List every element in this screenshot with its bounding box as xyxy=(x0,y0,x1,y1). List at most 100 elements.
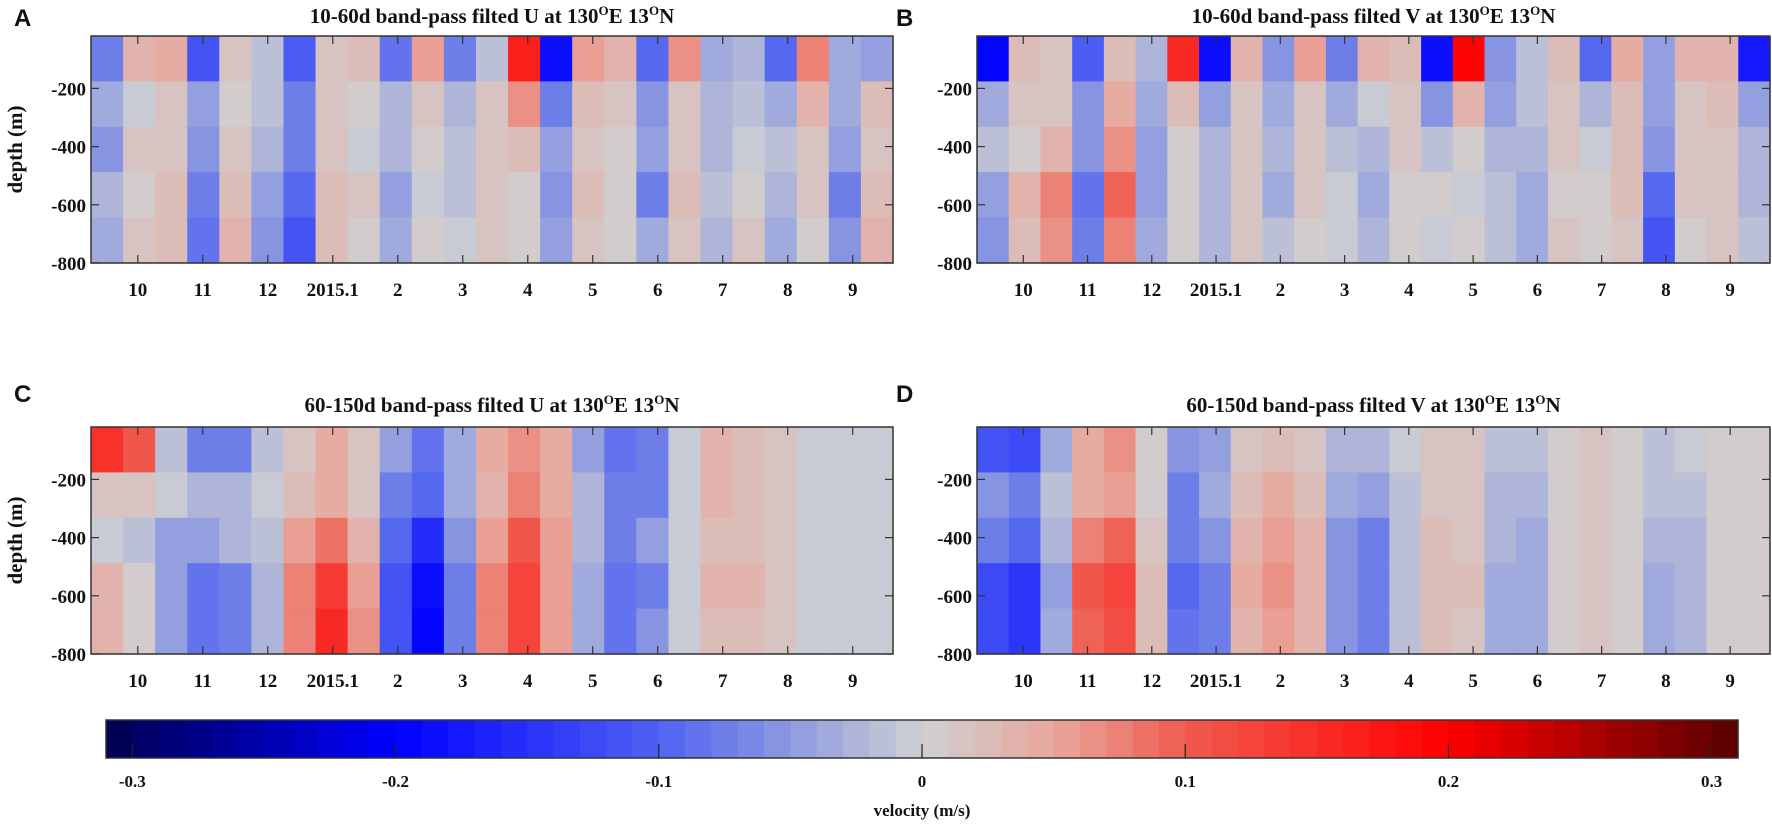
heatmap-cell xyxy=(411,172,445,219)
heatmap-cell xyxy=(572,563,605,610)
heatmap-cell xyxy=(155,126,188,173)
panel-d: D 60-150d band-pass filted V at 130OE 13O… xyxy=(896,381,1771,692)
heatmap-cell xyxy=(1421,217,1454,264)
colorbar-band xyxy=(948,720,976,758)
heatmap-cell xyxy=(1611,217,1644,264)
heatmap-cell xyxy=(1452,608,1486,655)
heatmap-cell xyxy=(219,427,252,473)
heatmap-cell xyxy=(1706,217,1739,264)
x-tick-label: 8 xyxy=(1661,671,1671,692)
heatmap-cell xyxy=(1484,427,1517,473)
heatmap-cell xyxy=(668,608,702,655)
colorbar-band xyxy=(1158,720,1186,758)
heatmap-cell xyxy=(636,517,670,564)
x-tick-label: 8 xyxy=(783,671,793,692)
heatmap-cell xyxy=(540,36,573,82)
heatmap-cell xyxy=(1547,172,1581,219)
heatmap-cell xyxy=(1674,36,1708,82)
heatmap xyxy=(977,36,1771,264)
heatmap-cell xyxy=(475,81,509,128)
heatmap-cell xyxy=(1674,217,1708,264)
heatmap-cell xyxy=(1643,517,1676,564)
heatmap-cell xyxy=(411,217,445,264)
colorbar-tick-label: -0.2 xyxy=(382,772,409,791)
heatmap-cell xyxy=(1421,472,1454,519)
heatmap-cell xyxy=(315,472,349,519)
heatmap-cell xyxy=(1389,126,1422,173)
heatmap-cell xyxy=(1294,172,1327,219)
heatmap-cell xyxy=(1294,217,1327,264)
x-tick-label: 2015.1 xyxy=(1190,280,1242,301)
heatmap-cell xyxy=(860,217,894,264)
heatmap-cell xyxy=(475,36,509,82)
heatmap-cell xyxy=(1199,172,1232,219)
heatmap-cell xyxy=(219,36,252,82)
heatmap-cell xyxy=(1516,563,1549,610)
heatmap-cell xyxy=(764,81,798,128)
colorbar-band xyxy=(843,720,870,758)
heatmap-cell xyxy=(1199,427,1232,473)
heatmap-cell xyxy=(1706,517,1739,564)
panel-c: C 60-150d band-pass filted U at 130OE 13O… xyxy=(3,381,894,692)
heatmap-cell xyxy=(411,608,445,655)
heatmap-cell xyxy=(1516,172,1549,219)
heatmap-cell xyxy=(1516,608,1549,655)
heatmap-cell xyxy=(1040,81,1073,128)
heatmap-cell xyxy=(977,172,1010,219)
heatmap-cell xyxy=(796,36,830,82)
heatmap-cell xyxy=(1357,217,1390,264)
heatmap-cell xyxy=(1389,563,1422,610)
heatmap-cell xyxy=(1738,36,1771,82)
heatmap-cell xyxy=(1008,427,1042,473)
heatmap-cell xyxy=(604,81,637,128)
x-tick-label: 8 xyxy=(1661,280,1671,301)
heatmap-cell xyxy=(1008,36,1042,82)
heatmap-cell xyxy=(1674,608,1708,655)
heatmap-cell xyxy=(572,427,605,473)
y-tick-label: -800 xyxy=(937,645,972,666)
y-tick-label: -200 xyxy=(937,79,972,100)
heatmap-cell xyxy=(1547,36,1581,82)
heatmap-cell xyxy=(1706,126,1739,173)
colorbar-band xyxy=(632,720,660,758)
heatmap-cell xyxy=(1357,608,1390,655)
colorbar-band xyxy=(553,720,581,758)
heatmap-cell xyxy=(1072,81,1105,128)
heatmap-cell xyxy=(1452,427,1486,473)
heatmap-cell xyxy=(1579,36,1612,82)
heatmap-cell xyxy=(636,608,670,655)
heatmap-cell xyxy=(1325,172,1359,219)
x-tick-label: 6 xyxy=(1533,671,1543,692)
panel-letter: C xyxy=(14,381,31,408)
heatmap-cell xyxy=(379,36,413,82)
heatmap-cell xyxy=(1230,563,1264,610)
y-tick-label: -600 xyxy=(937,196,972,217)
heatmap-cell xyxy=(1262,472,1295,519)
heatmap-cell xyxy=(155,36,188,82)
heatmap-cell xyxy=(1643,81,1676,128)
heatmap-cell xyxy=(1135,172,1168,219)
heatmap-cell xyxy=(860,427,894,473)
heatmap-cell xyxy=(91,608,124,655)
heatmap-cell xyxy=(1167,472,1200,519)
y-tick-label: -200 xyxy=(51,79,86,100)
axes-frame xyxy=(976,426,1771,655)
x-tick-label: 3 xyxy=(458,671,468,692)
heatmap-cell xyxy=(1452,472,1486,519)
heatmap-cell xyxy=(1262,36,1295,82)
heatmap-cell xyxy=(732,126,766,173)
heatmap-cell xyxy=(1008,81,1042,128)
heatmap-cell xyxy=(977,126,1010,173)
heatmap-cell xyxy=(796,427,830,473)
y-tick-label: -200 xyxy=(937,470,972,491)
x-tick-label: 3 xyxy=(1340,671,1350,692)
heatmap-cell xyxy=(91,81,124,128)
heatmap-cell xyxy=(1072,563,1105,610)
heatmap-cell xyxy=(1516,36,1549,82)
heatmap-cell xyxy=(1008,563,1042,610)
heatmap-cell xyxy=(1230,172,1264,219)
heatmap-cell xyxy=(508,126,541,173)
heatmap-cell xyxy=(796,126,830,173)
heatmap-cell xyxy=(123,427,156,473)
x-tick-label: 9 xyxy=(848,671,858,692)
